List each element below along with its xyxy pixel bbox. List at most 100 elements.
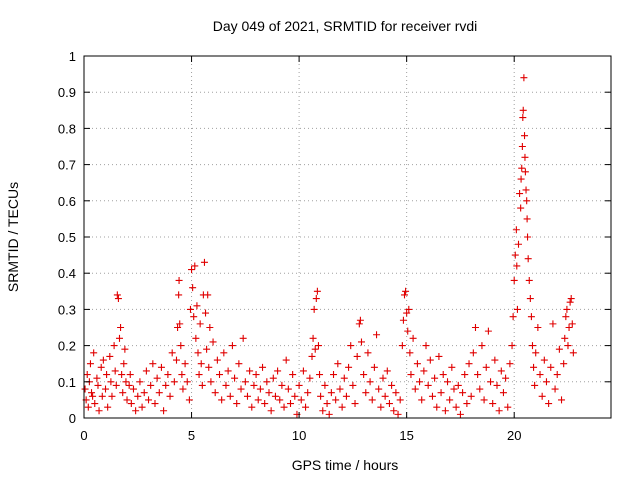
data-point [306, 374, 314, 382]
data-point [538, 392, 546, 400]
data-point [123, 396, 131, 404]
data-point [407, 371, 415, 379]
data-point [127, 400, 135, 408]
data-point [282, 356, 290, 364]
data-point [426, 356, 434, 364]
data-point [254, 396, 262, 404]
data-point [381, 392, 389, 400]
data-point [357, 338, 365, 346]
data-point [519, 114, 527, 122]
data-point [183, 378, 191, 386]
y-tick-label: 0.3 [58, 302, 76, 317]
data-point [209, 338, 217, 346]
data-point [246, 367, 254, 375]
data-point [98, 392, 106, 400]
data-point [383, 367, 391, 375]
data-point [172, 356, 180, 364]
data-point [115, 334, 123, 342]
axes: 00.10.20.30.40.50.60.70.80.910 5 10 15 20 [58, 49, 611, 443]
data-point [162, 381, 170, 389]
data-point [321, 381, 329, 389]
data-point [86, 360, 94, 368]
data-point [284, 385, 292, 393]
data-point [121, 345, 129, 353]
data-point [476, 385, 484, 393]
data-point [198, 381, 206, 389]
data-point [83, 371, 91, 379]
data-point [216, 371, 224, 379]
data-point [534, 324, 542, 331]
data-point [106, 352, 114, 360]
data-point [465, 360, 473, 368]
data-point [93, 374, 101, 382]
data-point [547, 363, 555, 371]
data-point [206, 324, 214, 331]
y-tick-label: 0.8 [58, 121, 76, 136]
data-point [517, 175, 525, 183]
data-point [511, 251, 519, 259]
data-point [194, 349, 202, 357]
data-points [81, 74, 577, 418]
data-point [563, 305, 571, 313]
data-point [526, 295, 534, 303]
data-point [489, 400, 497, 408]
data-point [286, 400, 294, 408]
data-point [327, 389, 335, 397]
y-tick-label: 0.2 [58, 339, 76, 354]
data-point [375, 385, 383, 393]
data-point [521, 132, 529, 140]
data-point [111, 367, 119, 375]
data-point [360, 371, 368, 379]
data-point [330, 371, 338, 379]
data-point [390, 407, 398, 415]
data-point [274, 367, 282, 375]
y-tick-label: 0.6 [58, 194, 76, 209]
data-point [155, 389, 163, 397]
data-point [422, 342, 430, 350]
data-point [125, 381, 133, 389]
data-point [349, 381, 357, 389]
data-point [314, 342, 322, 350]
data-point [406, 349, 414, 357]
data-point [392, 389, 400, 397]
data-point [482, 363, 490, 371]
data-point [136, 378, 144, 386]
data-point [304, 389, 312, 397]
data-point [509, 313, 517, 321]
data-point [424, 381, 432, 389]
data-point [484, 327, 492, 335]
data-point [433, 403, 441, 411]
data-point [518, 143, 526, 150]
y-tick-label: 0.4 [58, 266, 76, 281]
data-point [540, 356, 548, 364]
data-point [420, 367, 428, 375]
data-point [192, 334, 200, 342]
data-point [147, 381, 155, 389]
x-tick-label: 5 [188, 428, 195, 443]
data-point [205, 363, 213, 371]
data-point [280, 403, 288, 411]
data-point [190, 313, 198, 321]
data-point [385, 400, 393, 408]
data-point [342, 392, 350, 400]
data-point [565, 324, 573, 331]
data-point [196, 320, 204, 328]
data-point [561, 334, 569, 342]
data-point [536, 371, 544, 379]
data-point [110, 342, 118, 350]
data-point [231, 374, 239, 382]
data-point [364, 349, 372, 357]
data-point [454, 381, 462, 389]
data-point [520, 74, 528, 82]
data-point [441, 407, 449, 415]
data-point [204, 291, 212, 299]
data-point [226, 392, 234, 400]
data-point [345, 363, 353, 371]
data-point [362, 389, 370, 397]
data-point [531, 381, 539, 389]
data-point [545, 400, 553, 408]
data-point [355, 320, 363, 328]
data-point [566, 298, 574, 306]
chart-title: Day 049 of 2021, SRMTID for receiver rvd… [213, 18, 478, 34]
data-point [126, 371, 134, 379]
